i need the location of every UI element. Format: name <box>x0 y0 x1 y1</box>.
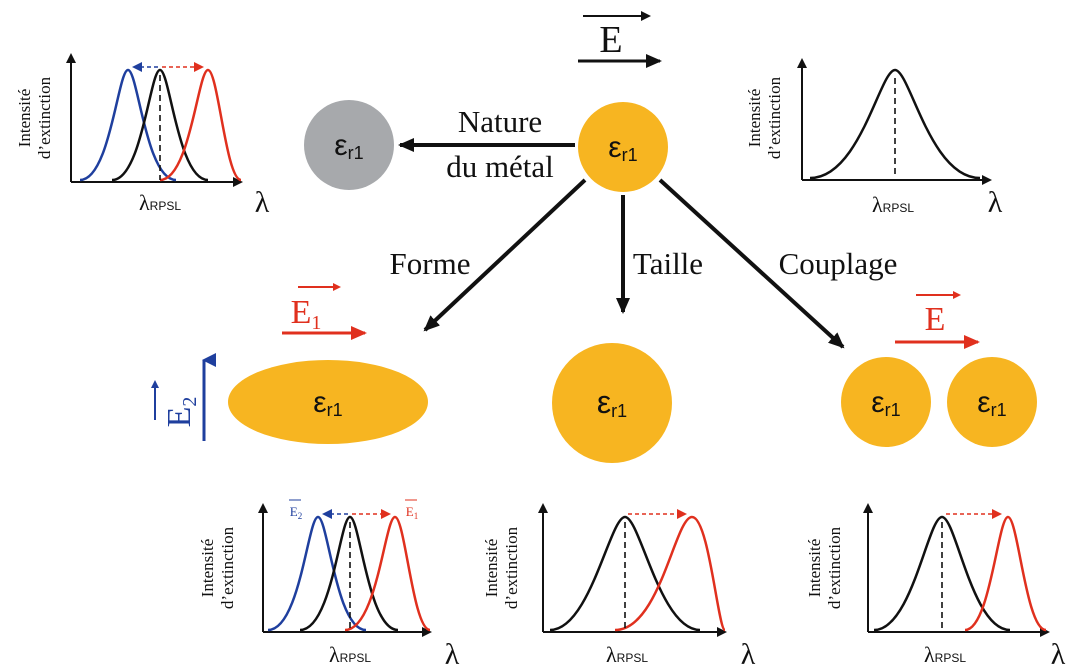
y-label-line1: Intensité <box>482 539 501 598</box>
y-label-line2: d’extinction <box>765 76 784 159</box>
y-label-line1: Intensité <box>198 539 217 598</box>
y-label-line1: Intensité <box>805 539 824 598</box>
top-field-vector: E <box>578 11 662 68</box>
coupled-particle-right: εr1 <box>947 357 1037 447</box>
blue-peak <box>267 515 367 632</box>
epsilon-label: εr1 <box>871 386 900 420</box>
red-peak <box>964 515 1047 632</box>
black-peak <box>873 515 1011 632</box>
field-label-E2: E2 <box>161 397 201 428</box>
black-peak <box>299 515 399 632</box>
y-label-line1: Intensité <box>745 89 764 148</box>
field-label-E1: E1 <box>291 294 322 334</box>
spectrum-plot-reference: Intensité d’extinction λRPSL λ <box>745 58 1003 219</box>
epsilon-label: εr1 <box>597 384 627 421</box>
spectrum-plot-taille: Intensité d’extinction λRPSL λ <box>482 503 756 670</box>
red-peak <box>614 515 727 632</box>
field-label-E: E <box>925 301 946 338</box>
coupling-field-vector: E <box>895 291 980 349</box>
epsilon-label: εr1 <box>313 386 342 420</box>
x-axis-label: λ <box>988 186 1003 219</box>
y-label-line1: Intensité <box>15 89 34 148</box>
ellipse-particle: εr1 <box>228 360 428 444</box>
forme-label: Forme <box>390 246 471 281</box>
x-tick-lambda-rpsl: λRPSL <box>924 642 966 667</box>
spectrum-plot-nature: Intensité d’extinction λRPSL λ <box>15 53 270 219</box>
black-peak <box>809 68 981 180</box>
x-tick-lambda-rpsl: λRPSL <box>329 642 371 667</box>
x-axis-label: λ <box>1051 638 1066 670</box>
epsilon-label: εr1 <box>977 386 1006 420</box>
nature-label-line2: du métal <box>446 149 554 184</box>
y-label-line2: d’extinction <box>825 526 844 609</box>
x-axis-label: λ <box>255 186 270 219</box>
couplage-label: Couplage <box>779 246 898 281</box>
x-tick-lambda-rpsl: λRPSL <box>606 642 648 667</box>
nature-label-line1: Nature <box>458 104 542 139</box>
x-tick-lambda-rpsl: λRPSL <box>139 190 181 215</box>
field-vector-E1: E1 <box>282 283 367 340</box>
arrow-couplage <box>658 178 845 349</box>
spectrum-plot-couplage: Intensité d’extinction λRPSL λ <box>805 503 1066 670</box>
x-axis-label: λ <box>741 638 756 670</box>
field-label-E: E <box>599 19 622 61</box>
arrow-forme <box>423 178 587 332</box>
black-peak <box>111 68 209 182</box>
mini-label-E2: E2 <box>290 504 302 521</box>
spectrum-plot-forme: E2 E1 Intensité d’extinction λRPSL λ <box>198 499 460 670</box>
y-label-line2: d’extinction <box>35 76 54 159</box>
coupled-particle-left: εr1 <box>841 357 931 447</box>
y-label-line2: d’extinction <box>218 526 237 609</box>
blue-peak <box>79 68 177 182</box>
field-vector-E2: E2 <box>151 353 216 441</box>
epsilon-label: εr1 <box>334 129 363 163</box>
large-particle: εr1 <box>552 343 672 463</box>
taille-label: Taille <box>633 246 703 281</box>
grey-particle: εr1 <box>304 100 394 190</box>
red-peak <box>344 515 431 632</box>
epsilon-label: εr1 <box>608 131 637 165</box>
y-label-line2: d’extinction <box>502 526 521 609</box>
mini-label-E1: E1 <box>406 504 418 521</box>
red-peak <box>159 68 242 182</box>
x-axis-label: λ <box>445 638 460 670</box>
black-peak <box>549 515 701 632</box>
x-tick-lambda-rpsl: λRPSL <box>872 192 914 217</box>
central-particle: εr1 <box>578 102 668 192</box>
